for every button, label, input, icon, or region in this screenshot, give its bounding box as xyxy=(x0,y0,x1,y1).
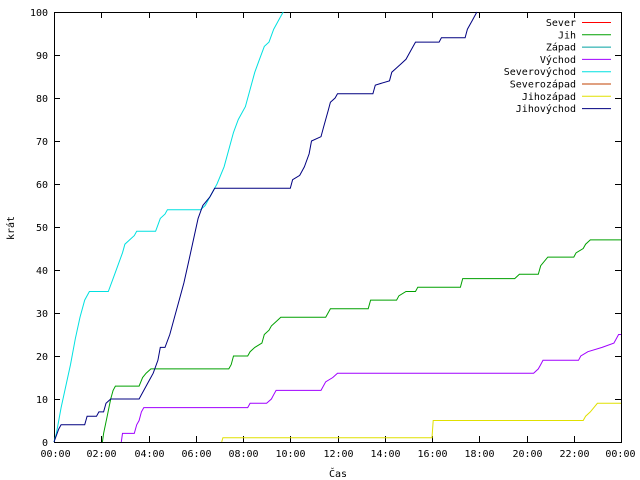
series-line-4 xyxy=(53,11,284,443)
x-tick-label: 16:00 xyxy=(417,449,447,460)
y-tick-label: 80 xyxy=(36,94,48,105)
x-tick-label: 00:00 xyxy=(605,449,635,460)
y-axis-label: krát xyxy=(5,216,17,240)
x-tick-label: 08:00 xyxy=(228,449,258,460)
x-tick-label: 00:00 xyxy=(41,449,71,460)
legend-label: Východ xyxy=(540,54,576,66)
tick-labels: 0 10 20 30 40 50 60 70 80 90 100 00:00 02:00 04:00 06:… xyxy=(30,8,636,460)
series-line-7 xyxy=(53,11,478,443)
y-tick-label: 100 xyxy=(30,8,48,19)
x-tick-label: 10:00 xyxy=(275,449,305,460)
y-tick-label: 30 xyxy=(36,309,48,320)
legend-label: Severozápad xyxy=(510,79,576,91)
x-tick-label: 18:00 xyxy=(464,449,494,460)
y-tick-label: 60 xyxy=(36,180,48,191)
legend-label: Jih xyxy=(558,30,576,41)
y-tick-label: 0 xyxy=(42,438,48,449)
legend-label: Severovýchod xyxy=(504,66,576,78)
series-lines xyxy=(53,11,621,443)
y-tick-label: 20 xyxy=(36,352,48,363)
series-line-1 xyxy=(101,239,621,443)
legend-label: Sever xyxy=(546,18,576,29)
series-line-3 xyxy=(120,334,621,443)
legend-label: Západ xyxy=(546,42,576,54)
y-tick-label: 40 xyxy=(36,266,48,277)
ticks xyxy=(54,12,622,443)
legend-label: Jihovýchod xyxy=(516,103,576,115)
y-tick-label: 90 xyxy=(36,51,48,62)
y-tick-label: 10 xyxy=(36,395,48,406)
y-tick-label: 70 xyxy=(36,137,48,148)
x-tick-label: 02:00 xyxy=(86,449,116,460)
x-tick-label: 14:00 xyxy=(370,449,400,460)
series-line-6 xyxy=(221,402,621,443)
x-tick-label: 04:00 xyxy=(134,449,164,460)
x-axis-label: Čas xyxy=(329,467,347,480)
legend-label: Jihozápad xyxy=(522,91,576,103)
legend: SeverJihZápadVýchodSeverovýchodSeverozáp… xyxy=(504,18,611,115)
x-tick-label: 12:00 xyxy=(323,449,353,460)
x-tick-label: 22:00 xyxy=(559,449,589,460)
x-tick-label: 06:00 xyxy=(181,449,211,460)
x-tick-label: 20:00 xyxy=(512,449,542,460)
y-tick-label: 50 xyxy=(36,223,48,234)
